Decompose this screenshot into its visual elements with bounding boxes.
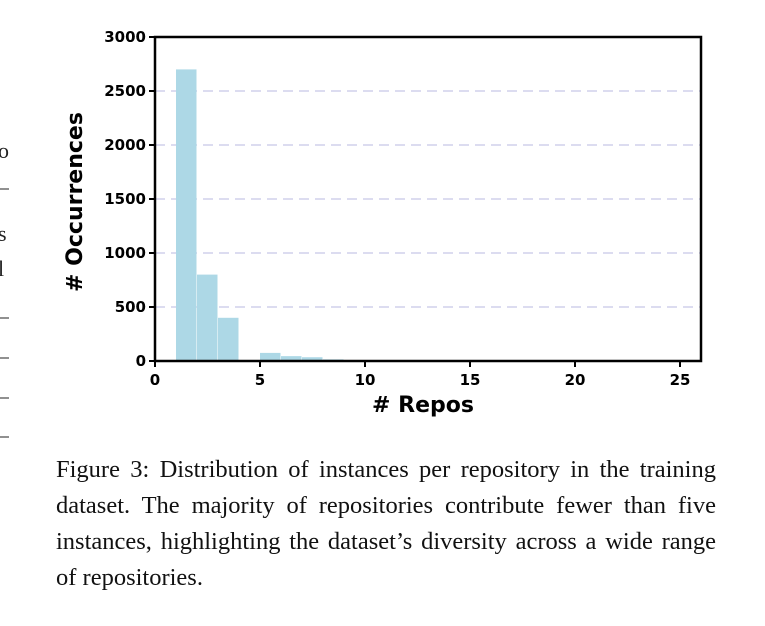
y-tick-label: 1500 <box>104 190 146 208</box>
x-axis-title: # Repos <box>372 393 474 418</box>
y-tick-label: 3000 <box>104 28 146 46</box>
y-tick-label: 2000 <box>104 136 146 154</box>
x-tick-label: 20 <box>565 371 586 389</box>
histogram-bar <box>302 357 323 361</box>
y-tick-label: 0 <box>136 352 146 370</box>
y-axis-ticks: 0 500 1000 1500 2000 2500 3000 <box>104 28 155 370</box>
x-tick-label: 10 <box>355 371 376 389</box>
x-tick-label: 5 <box>255 371 265 389</box>
bars <box>176 69 701 362</box>
margin-fragment: s <box>0 221 7 246</box>
gridlines <box>155 90 701 308</box>
x-tick-label: 25 <box>670 371 691 389</box>
histogram-bar <box>260 352 281 361</box>
histogram-bar <box>197 274 218 361</box>
y-tick-label: 1000 <box>104 244 146 262</box>
y-axis-title: # Occurrences <box>63 112 88 292</box>
y-tick-label: 2500 <box>104 82 146 100</box>
histogram-bar <box>218 317 239 361</box>
y-tick-label: 500 <box>115 298 146 316</box>
histogram-bar <box>281 356 302 361</box>
x-tick-label: 15 <box>460 371 481 389</box>
margin-fragment: o <box>0 138 9 163</box>
x-axis-ticks: 0 5 10 15 20 25 <box>150 361 691 389</box>
x-tick-label: 0 <box>150 371 160 389</box>
left-column-fragments: o s l e <box>0 138 9 438</box>
histogram-bar <box>176 69 197 362</box>
margin-fragment: l <box>0 256 4 281</box>
histogram-chart: o s l e 0 5 10 15 20 25 0 500 1000 1500 2000 2500 3… <box>0 28 703 438</box>
figure-caption: Figure 3: Distribution of instances per … <box>56 456 716 591</box>
